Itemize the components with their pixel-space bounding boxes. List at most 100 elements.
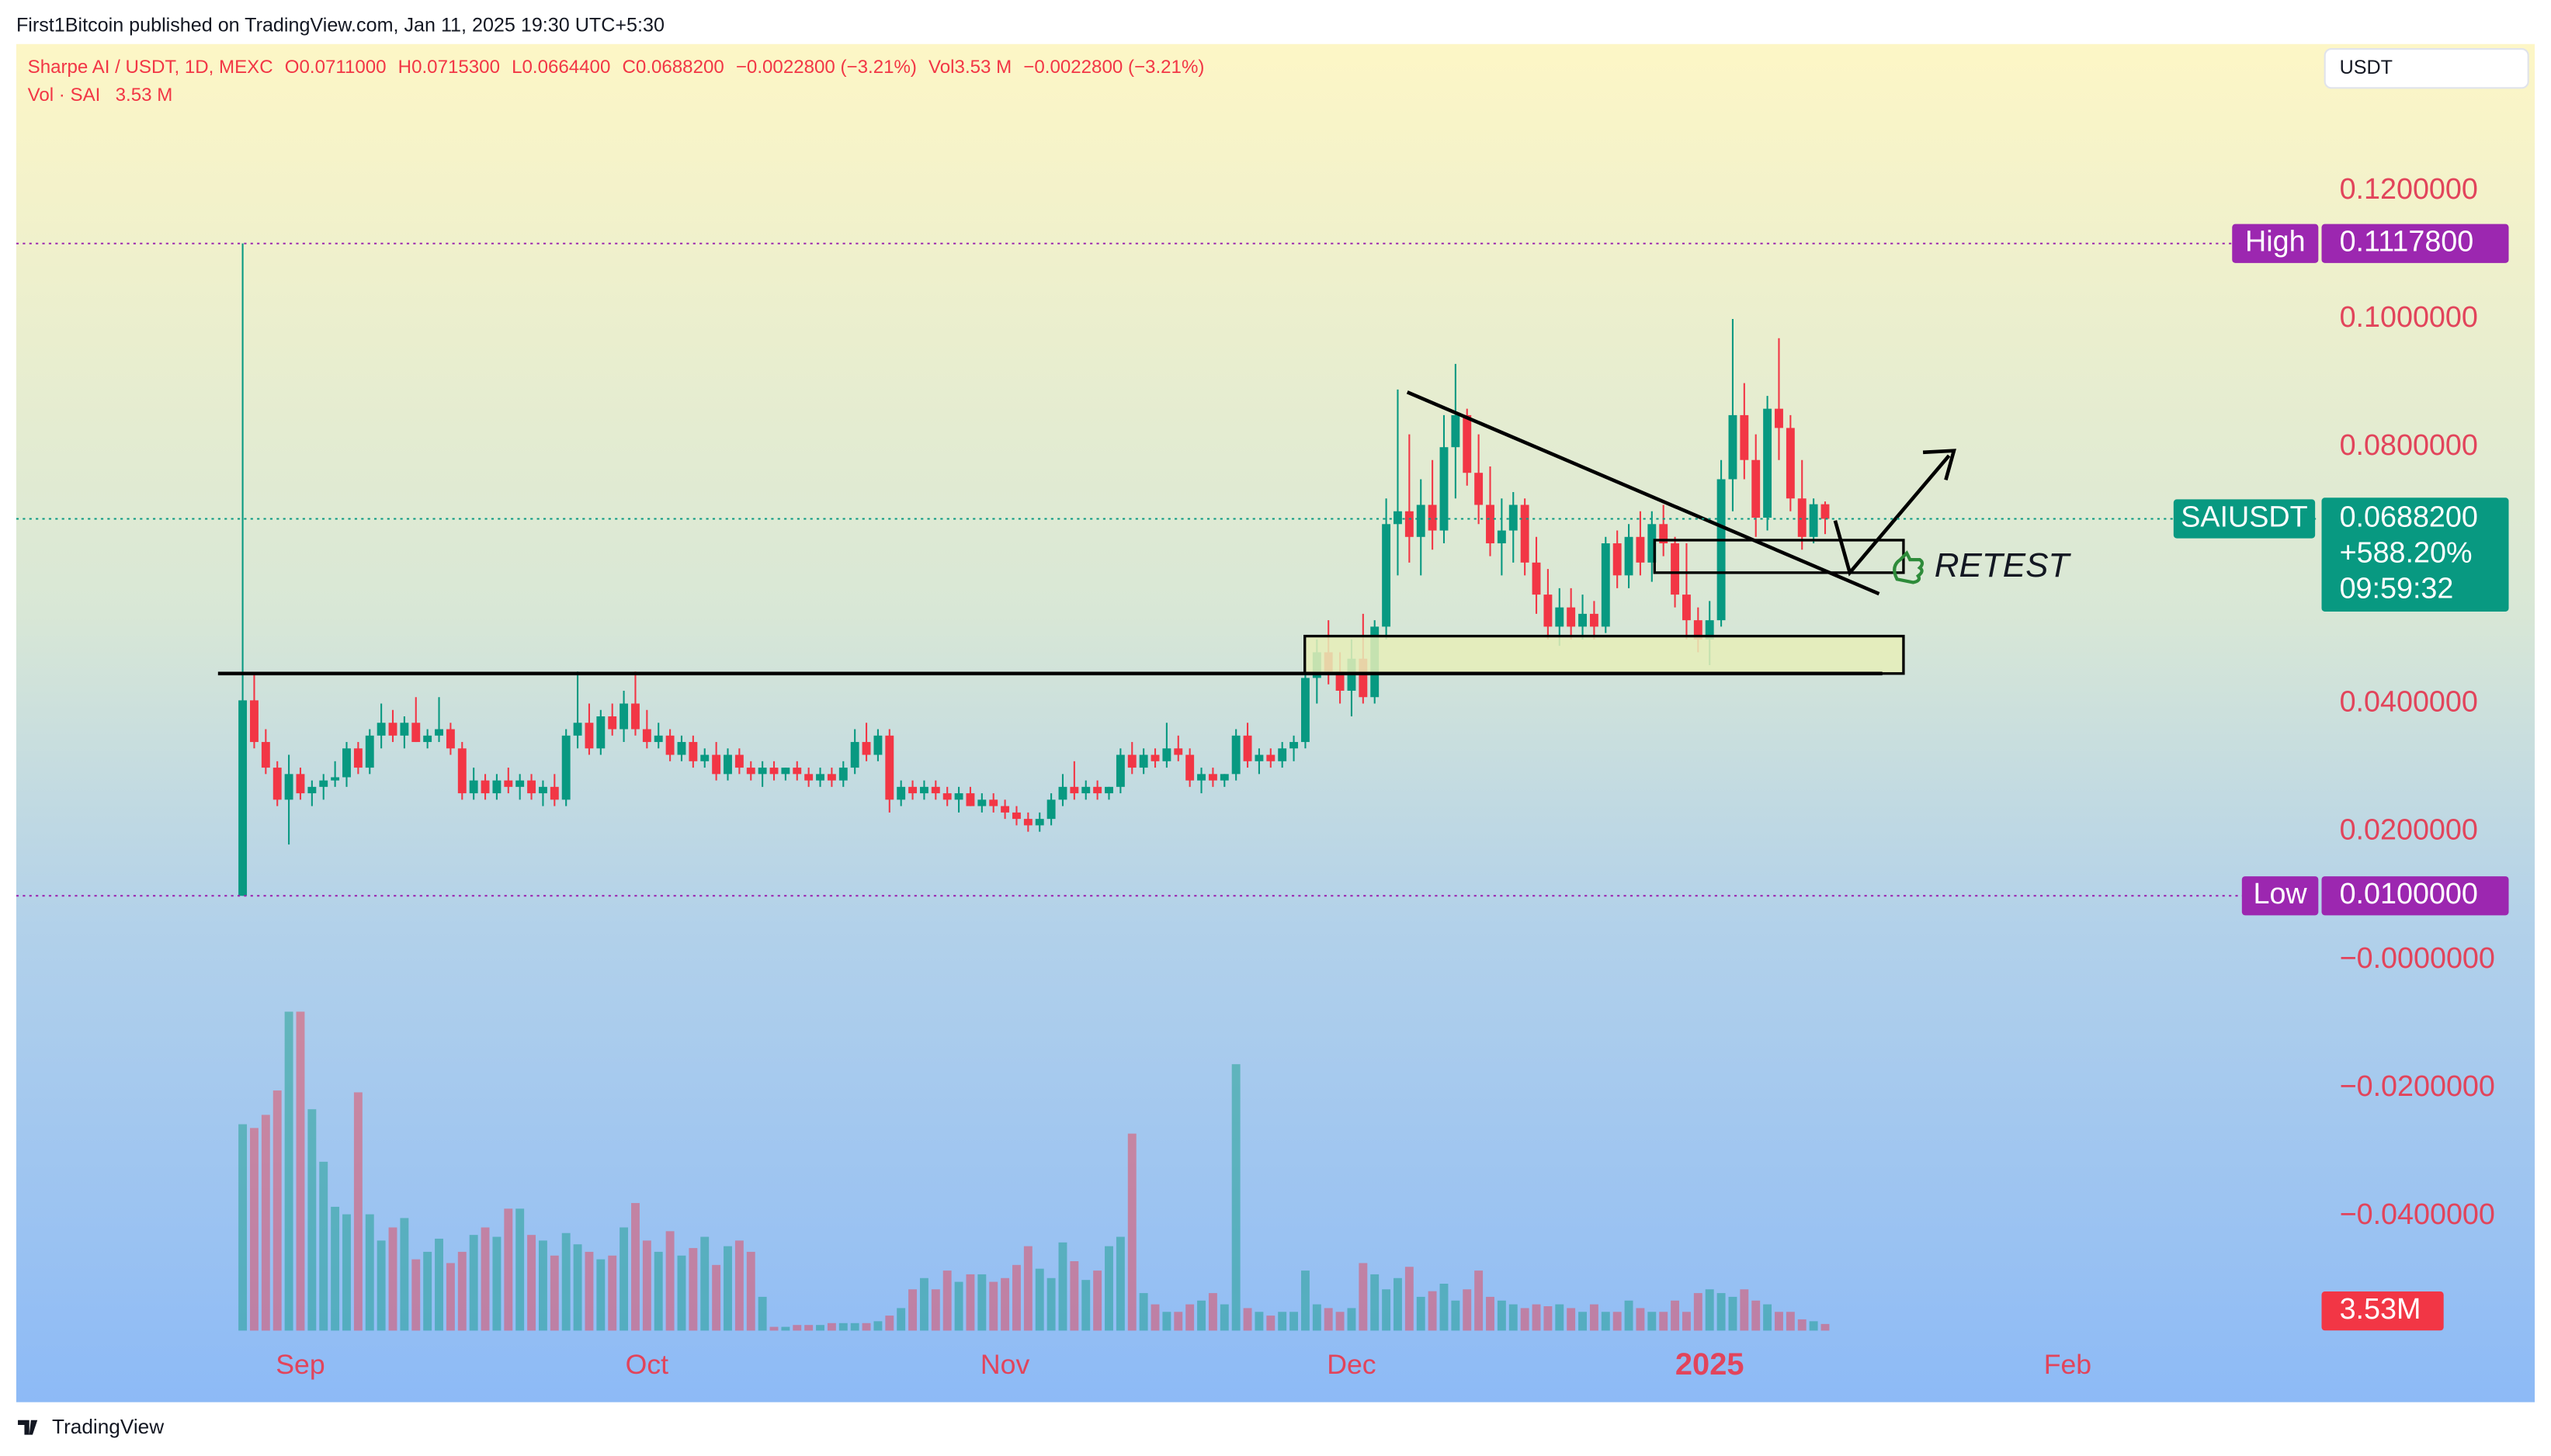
- candle-body: [724, 754, 732, 775]
- chart-bg: [16, 43, 2535, 1402]
- candle-body: [1474, 473, 1484, 505]
- x-tick-label: 2025: [1675, 1347, 1744, 1381]
- candle-body: [1278, 748, 1287, 761]
- candle-body: [492, 780, 502, 794]
- last-countdown: 09:59:32: [2340, 572, 2454, 605]
- candle-body: [827, 774, 836, 781]
- candle-body: [272, 768, 282, 800]
- volume-bar: [769, 1326, 779, 1331]
- candle-body: [1185, 754, 1195, 781]
- volume-bar: [1001, 1277, 1010, 1331]
- volume-bar: [816, 1325, 824, 1331]
- volume-bar: [515, 1208, 525, 1331]
- volume-bar: [423, 1251, 432, 1331]
- candle-body: [238, 700, 248, 896]
- candle-body: [423, 735, 432, 743]
- candle-body: [573, 723, 582, 736]
- volume-bar: [1174, 1312, 1183, 1331]
- volume-bar: [538, 1240, 547, 1331]
- last-value-badge: [2321, 497, 2509, 612]
- candle-body: [1589, 613, 1598, 627]
- volume-bar: [862, 1323, 871, 1331]
- high-name-badge: [2232, 224, 2319, 263]
- candle-body: [1300, 678, 1310, 743]
- volume-bar: [1105, 1246, 1113, 1331]
- volume-bar: [746, 1251, 755, 1331]
- volume-bar: [527, 1235, 536, 1331]
- candle-body: [1508, 504, 1518, 531]
- candle-body: [1428, 504, 1437, 531]
- vol-study-value: 3.53 M: [116, 85, 173, 106]
- volume-bar: [1093, 1271, 1102, 1331]
- candle-body: [1682, 595, 1691, 621]
- volume-bar: [1797, 1319, 1807, 1331]
- volume-bar: [931, 1289, 940, 1331]
- volume-bar: [1439, 1284, 1449, 1331]
- candle-body: [1266, 754, 1276, 761]
- candle-body: [446, 729, 455, 749]
- volume-bar: [411, 1259, 421, 1331]
- candle-body: [400, 723, 409, 736]
- candle-body: [1740, 414, 1749, 460]
- volume-bar: [1394, 1277, 1402, 1331]
- volume-bar: [504, 1208, 513, 1331]
- volume-badge: [2321, 1291, 2444, 1331]
- candle-body: [411, 723, 421, 743]
- candle-body: [1174, 748, 1183, 755]
- volume-bar: [850, 1323, 859, 1331]
- published-line: First1Bitcoin published on TradingView.c…: [16, 14, 665, 36]
- candle-body: [1693, 620, 1702, 640]
- volume-bar: [1636, 1308, 1645, 1331]
- x-tick-label: Dec: [1327, 1349, 1376, 1380]
- volume-bar: [435, 1238, 443, 1331]
- candle-body: [1404, 511, 1414, 537]
- volume-bar: [307, 1109, 317, 1331]
- candle-body: [781, 768, 790, 775]
- volume-bar: [1208, 1293, 1217, 1331]
- y-tick-label: −0.0400000: [2340, 1198, 2495, 1230]
- volume-bar: [1659, 1312, 1668, 1331]
- volume-bar: [596, 1259, 606, 1331]
- low-name-badge: [2241, 876, 2319, 916]
- volume-bar: [712, 1264, 721, 1331]
- volume-bar: [469, 1235, 478, 1331]
- volume-bar: [319, 1161, 328, 1331]
- volume-badge-label: 3.53M: [2340, 1292, 2421, 1325]
- volume-bar: [1682, 1312, 1691, 1331]
- volume-bar: [1763, 1304, 1772, 1331]
- low-value: 0.0100000: [2340, 877, 2478, 910]
- last-name: SAIUSDT: [2181, 500, 2307, 532]
- candle-body: [769, 768, 779, 775]
- volume-bar: [1428, 1291, 1437, 1331]
- volume-bar: [1809, 1321, 1818, 1331]
- candle-body: [1775, 408, 1783, 428]
- volume-bar: [1243, 1308, 1252, 1331]
- candle-body: [1012, 812, 1021, 820]
- volume-bar: [261, 1115, 270, 1331]
- volume-bar: [1312, 1304, 1321, 1331]
- candle-body: [1624, 536, 1633, 576]
- candle-body: [342, 748, 351, 778]
- candle-body: [1647, 524, 1657, 563]
- hand-icon: [1893, 550, 1925, 584]
- volume-bar: [1567, 1308, 1576, 1331]
- candle-body: [1139, 754, 1148, 768]
- candle-body: [1786, 428, 1795, 499]
- volume-bar: [1693, 1293, 1702, 1331]
- volume-bar: [1023, 1246, 1033, 1331]
- support-zone: [1303, 634, 1905, 675]
- volume-bar: [481, 1227, 490, 1331]
- volume-bar: [1820, 1323, 1830, 1331]
- brand-name: TradingView: [52, 1415, 164, 1438]
- candle-body: [1208, 774, 1217, 781]
- high-name: High: [2245, 225, 2306, 258]
- volume-bar: [989, 1281, 998, 1331]
- volume-bar: [1486, 1296, 1494, 1331]
- candle-body: [1636, 536, 1645, 563]
- candle-body: [908, 786, 918, 794]
- vol-key: Vol: [928, 57, 955, 78]
- candle-body: [931, 786, 940, 794]
- candle-body: [1116, 754, 1125, 787]
- currency-button[interactable]: [2324, 48, 2529, 89]
- candle-body: [1705, 620, 1714, 640]
